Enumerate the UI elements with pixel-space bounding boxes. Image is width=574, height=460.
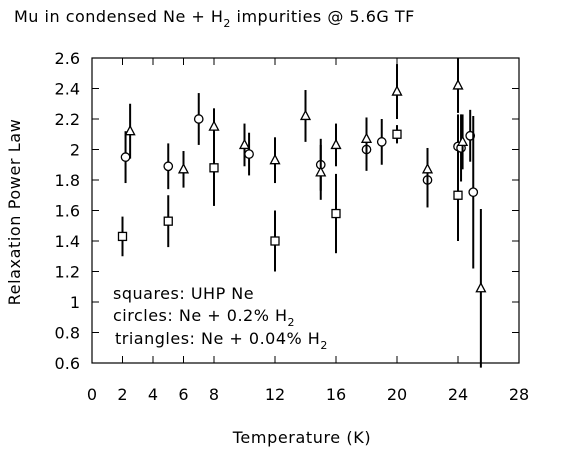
- square-marker: [331, 208, 341, 219]
- y-tick-label: 0.6: [55, 354, 80, 373]
- x-tick-label: 4: [148, 385, 158, 404]
- legend-triangles-sub: 2: [320, 339, 328, 352]
- y-tick-label: 1.4: [55, 232, 80, 251]
- triangle-marker: [421, 162, 434, 174]
- triangle-marker: [330, 138, 342, 150]
- chart-title: Mu in condensed Ne + H2 impurities @ 5.6…: [14, 7, 415, 30]
- triangle-marker: [391, 85, 403, 96]
- legend: squares: UHP Ne circles: Ne + 0.2% H2 tr…: [113, 284, 328, 352]
- legend-circles-sub: 2: [288, 316, 296, 329]
- square-marker: [163, 216, 173, 226]
- title-tail: impurities @ 5.6G TF: [231, 7, 415, 26]
- circle-marker: [193, 114, 204, 124]
- circle-marker: [163, 161, 174, 172]
- square-marker: [453, 190, 463, 200]
- triangle-marker: [475, 281, 487, 293]
- circle-marker: [376, 137, 387, 147]
- x-tick-label: 8: [209, 385, 219, 404]
- square-marker: [392, 129, 402, 139]
- y-tick-label: 2: [70, 141, 80, 160]
- legend-triangles: triangles: Ne + 0.04% H2: [115, 329, 328, 352]
- triangle-marker: [177, 162, 190, 174]
- circle-marker: [120, 152, 131, 162]
- y-tick-label: 2.6: [55, 49, 80, 68]
- x-tick-label: 0: [87, 385, 97, 404]
- circle-marker: [244, 149, 254, 159]
- x-tick-label: 16: [326, 385, 346, 404]
- y-tick-label: 0.8: [55, 324, 80, 343]
- legend-circles-text: circles: Ne + 0.2% H: [113, 306, 288, 325]
- legend-circles: circles: Ne + 0.2% H2: [113, 306, 295, 329]
- title-subscript: 2: [223, 17, 231, 30]
- circle-marker: [468, 187, 479, 198]
- legend-triangles-text: triangles: Ne + 0.04% H: [115, 329, 320, 348]
- triangle-marker: [124, 124, 136, 136]
- square-marker: [117, 231, 128, 242]
- x-tick-label: 28: [509, 385, 529, 404]
- square-marker: [270, 236, 280, 246]
- y-tick-label: 1.2: [55, 263, 80, 282]
- triangle-marker: [299, 109, 312, 121]
- x-tick-label: 20: [387, 385, 407, 404]
- triangle-marker: [456, 135, 469, 147]
- triangle-marker: [360, 132, 373, 143]
- y-axis-label: Relaxation Power Law: [5, 119, 24, 306]
- y-tick-label: 2.2: [55, 110, 80, 129]
- x-tick-label: 24: [448, 385, 468, 404]
- y-tick-label: 2.4: [55, 80, 80, 99]
- data-marks: [117, 58, 487, 368]
- triangle-marker: [452, 79, 464, 90]
- y-tick-label: 1: [70, 293, 80, 312]
- y-tick-label: 1.8: [55, 171, 80, 190]
- axis-ticks: 0.60.811.21.41.61.822.22.42.60 2 4 6 8 12 16 20…: [55, 49, 530, 404]
- title-main: Mu in condensed Ne + H: [14, 7, 223, 26]
- x-tick-label: 2: [117, 385, 127, 404]
- y-tick-label: 1.6: [55, 202, 80, 221]
- triangle-marker: [269, 153, 281, 165]
- triangle-marker: [315, 165, 327, 177]
- triangle-marker: [208, 120, 220, 131]
- x-tick-label: 12: [265, 385, 285, 404]
- x-axis-label: Temperature (K): [232, 428, 371, 447]
- x-tick-label: 6: [178, 385, 188, 404]
- square-marker: [209, 163, 219, 173]
- legend-squares: squares: UHP Ne: [113, 284, 254, 303]
- triangle-marker: [238, 138, 251, 150]
